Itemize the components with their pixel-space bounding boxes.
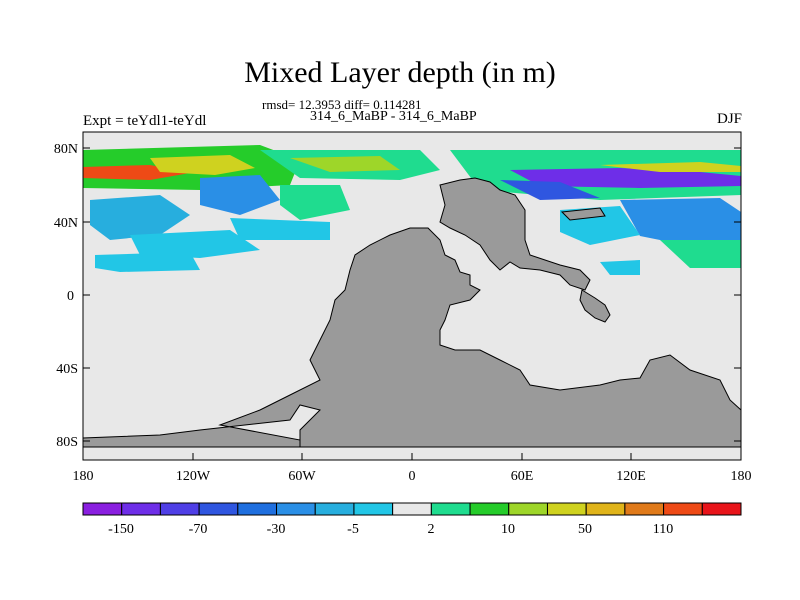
colorbar-swatch: [469, 502, 510, 516]
lat-label-40s: 40S: [56, 362, 78, 377]
land-north-continent: [439, 177, 591, 291]
lon-label-60w: 60W: [288, 469, 316, 484]
lon-label-0: 0: [409, 469, 416, 484]
colorbar-swatch: [82, 502, 123, 516]
anomaly-blue-atlantic: [200, 175, 280, 215]
lat-label-80n: 80N: [54, 142, 78, 157]
anomaly-yellow-mid: [290, 156, 400, 172]
anomaly-cyan-atlantic: [90, 195, 190, 240]
colorbar-swatch: [585, 502, 626, 516]
anomaly-field: [83, 145, 741, 408]
latitude-axis: [83, 147, 741, 442]
colorbar-swatch: [237, 502, 278, 516]
lat-label-80s: 80S: [56, 435, 78, 450]
colorbar-swatch: [353, 502, 394, 516]
anomaly-cyan-south-atlantic: [95, 252, 200, 272]
anomaly-green-mid-south: [280, 185, 350, 220]
colorbar-swatch: [276, 502, 316, 516]
experiment-runs: 314_6_MaBP - 314_6_MaBP: [310, 109, 477, 124]
lat-label-0: 0: [67, 289, 74, 304]
colorbar-swatch: [121, 502, 161, 516]
colorbar-swatch: [624, 502, 665, 516]
anomaly-cyan-pacific-east: [130, 230, 260, 258]
colorbar-label: -30: [267, 522, 286, 537]
anomaly-cyan-central: [230, 218, 330, 240]
anomaly-blue-east: [500, 180, 600, 200]
season-label: DJF: [716, 111, 742, 127]
colorbar-label: -150: [108, 522, 134, 537]
lon-label-60e: 60E: [511, 469, 534, 484]
anomaly-yellow-west: [150, 155, 255, 175]
colorbar-label: -5: [347, 522, 359, 537]
anomaly-green-east-far: [660, 240, 741, 268]
colorbar-swatch: [314, 502, 355, 516]
experiment-label: Expt = teYdl1-teYdl: [83, 113, 207, 129]
plot-title: Mixed Layer depth (in m): [244, 56, 556, 89]
colorbar-swatch: [546, 502, 587, 516]
colorbar-swatch: [663, 502, 703, 516]
lon-label-180w: 180: [73, 469, 94, 484]
anomaly-purple-east: [510, 168, 741, 188]
colorbar-label: 2: [428, 522, 435, 537]
colorbar-label: 10: [501, 522, 515, 537]
lon-label-120w: 120W: [176, 469, 211, 484]
land-masses: [82, 177, 742, 448]
colorbar-label: -70: [189, 522, 208, 537]
colorbar-label: 50: [578, 522, 592, 537]
land-americas: [82, 227, 742, 448]
anomaly-cyan-small: [600, 260, 640, 275]
colorbar-swatch: [392, 502, 432, 516]
colorbar-swatch: [701, 502, 742, 516]
longitude-axis: [82, 453, 742, 460]
anomaly-yellow-east: [600, 162, 741, 172]
anomaly-blue-east-south: [620, 198, 741, 248]
land-east-island: [579, 289, 611, 323]
colorbar-swatch: [508, 502, 548, 516]
colorbar-swatch: [430, 502, 471, 516]
colorbar-swatch: [159, 502, 200, 516]
colorbar-swatch: [198, 502, 239, 516]
lon-label-120e: 120E: [616, 469, 646, 484]
land-east-strip: [560, 207, 606, 221]
lat-label-40n: 40N: [54, 216, 78, 231]
colorbar-label: 110: [653, 522, 673, 537]
rmsd-diff-stats: rmsd= 12.3953 diff= 0.114281: [262, 97, 422, 112]
colorbar: [82, 502, 742, 516]
lon-label-180e: 180: [731, 469, 752, 484]
